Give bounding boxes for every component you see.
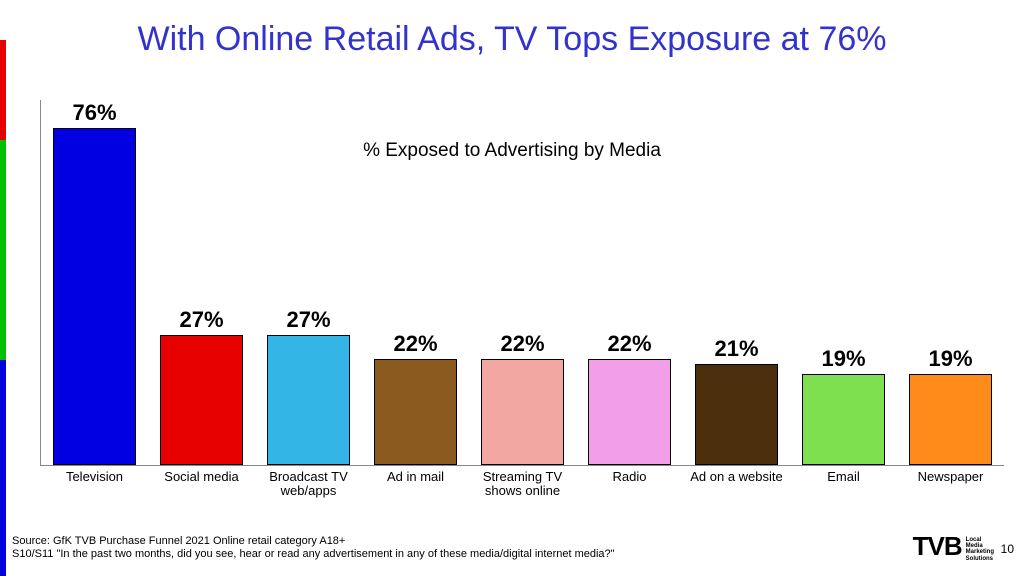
side-stripe-segment xyxy=(0,40,6,140)
category-labels-row: TelevisionSocial mediaBroadcast TV web/a… xyxy=(41,470,1004,499)
bar-value-label: 21% xyxy=(714,336,758,362)
x-axis xyxy=(40,465,1004,466)
category-label: Streaming TV shows online xyxy=(469,470,576,499)
category-label: Radio xyxy=(576,470,683,499)
bar-rect xyxy=(374,359,457,465)
category-label: Newspaper xyxy=(897,470,1004,499)
bar-rect xyxy=(267,335,350,465)
bar-value-label: 27% xyxy=(286,307,330,333)
source-footnote: Source: GfK TVB Purchase Funnel 2021 Onl… xyxy=(12,535,615,563)
category-label: Ad in mail xyxy=(362,470,469,499)
category-label: Ad on a website xyxy=(683,470,790,499)
source-line-2: S10/S11 "In the past two months, did you… xyxy=(12,548,615,562)
bar-value-label: 76% xyxy=(72,100,116,126)
bar-rect xyxy=(481,359,564,465)
logo-sub-line: Marketing xyxy=(966,549,994,555)
bar-value-label: 22% xyxy=(393,331,437,357)
bar: 22% xyxy=(469,100,576,465)
bar-rect xyxy=(802,374,885,465)
logo-main-text: TVB xyxy=(913,531,962,562)
logo-subtext: LocalMediaMarketingSolutions xyxy=(966,537,994,562)
source-line-1: Source: GfK TVB Purchase Funnel 2021 Onl… xyxy=(12,535,615,549)
bar: 19% xyxy=(790,100,897,465)
bar-value-label: 22% xyxy=(500,331,544,357)
bar-value-label: 19% xyxy=(821,346,865,372)
slide-title: With Online Retail Ads, TV Tops Exposure… xyxy=(0,20,1024,59)
bar: 19% xyxy=(897,100,1004,465)
bar-chart: 76% 27% 27% 22% 22% 22% 21% 19% 19% xyxy=(40,100,1004,466)
side-stripe-segment xyxy=(0,360,6,576)
bars-container: 76% 27% 27% 22% 22% 22% 21% 19% 19% xyxy=(41,100,1004,465)
bar-rect xyxy=(53,128,136,465)
bar: 22% xyxy=(576,100,683,465)
tvb-logo: TVB LocalMediaMarketingSolutions xyxy=(913,531,994,562)
bar-value-label: 19% xyxy=(928,346,972,372)
bar-rect xyxy=(695,364,778,465)
category-label: Broadcast TV web/apps xyxy=(255,470,362,499)
bar: 21% xyxy=(683,100,790,465)
side-stripe-segment xyxy=(0,140,6,360)
bar: 22% xyxy=(362,100,469,465)
bar-value-label: 22% xyxy=(607,331,651,357)
logo-sub-line: Solutions xyxy=(966,556,994,562)
page-number: 10 xyxy=(1001,542,1014,556)
bar-rect xyxy=(160,335,243,465)
bar: 27% xyxy=(255,100,362,465)
bar: 76% xyxy=(41,100,148,465)
bar: 27% xyxy=(148,100,255,465)
category-label: Television xyxy=(41,470,148,499)
bar-rect xyxy=(909,374,992,465)
bar-value-label: 27% xyxy=(179,307,223,333)
category-label: Social media xyxy=(148,470,255,499)
bar-rect xyxy=(588,359,671,465)
category-label: Email xyxy=(790,470,897,499)
